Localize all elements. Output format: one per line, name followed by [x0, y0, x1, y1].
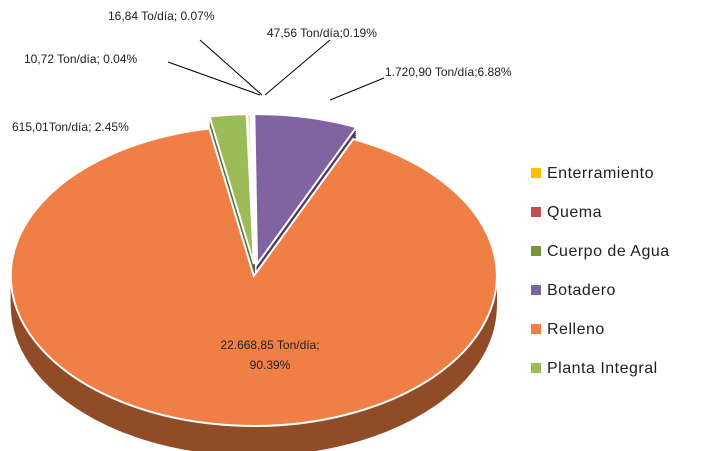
- data-label: 615,01Ton/día; 2.45%: [12, 120, 129, 134]
- legend-label: Botadero: [547, 282, 616, 299]
- leader-line: [167, 61, 261, 96]
- legend-swatch: [531, 207, 541, 217]
- leader-line: [199, 39, 263, 96]
- legend-swatch: [531, 285, 541, 295]
- legend-swatch: [531, 363, 541, 373]
- leader-line: [329, 77, 385, 101]
- leader-line: [264, 39, 331, 96]
- slice: [9, 127, 498, 427]
- legend-label: Cuerpo de Agua: [547, 243, 670, 260]
- slice: [253, 113, 359, 268]
- labels: 47,56 Ton/día;0.19% 16,84 To/día; 0.07% 10…: [12, 9, 512, 372]
- legend-swatch: [531, 324, 541, 334]
- legend-label: Quema: [547, 204, 602, 221]
- legend-swatch: [531, 168, 541, 178]
- slice: [208, 113, 255, 265]
- data-label: 22.668,85 Ton/día; 90.39%: [220, 338, 319, 372]
- pie-tops: [9, 113, 498, 427]
- legend-label: Relleno: [547, 321, 605, 338]
- slice: [250, 113, 256, 265]
- legend-label: Planta Integral: [547, 360, 658, 377]
- data-label: 16,84 To/día; 0.07%: [108, 9, 215, 23]
- legend-swatch: [531, 246, 541, 256]
- data-label: 47,56 Ton/día;0.19%: [267, 26, 377, 40]
- legend-label: Enterramiento: [547, 165, 654, 182]
- legend: Enterramiento Quema Cuerpo de Agua Botadero…: [531, 165, 670, 377]
- data-label: 10,72 Ton/día; 0.04%: [24, 52, 138, 66]
- data-label: 1.720,90 Ton/día;6.88%: [385, 65, 512, 79]
